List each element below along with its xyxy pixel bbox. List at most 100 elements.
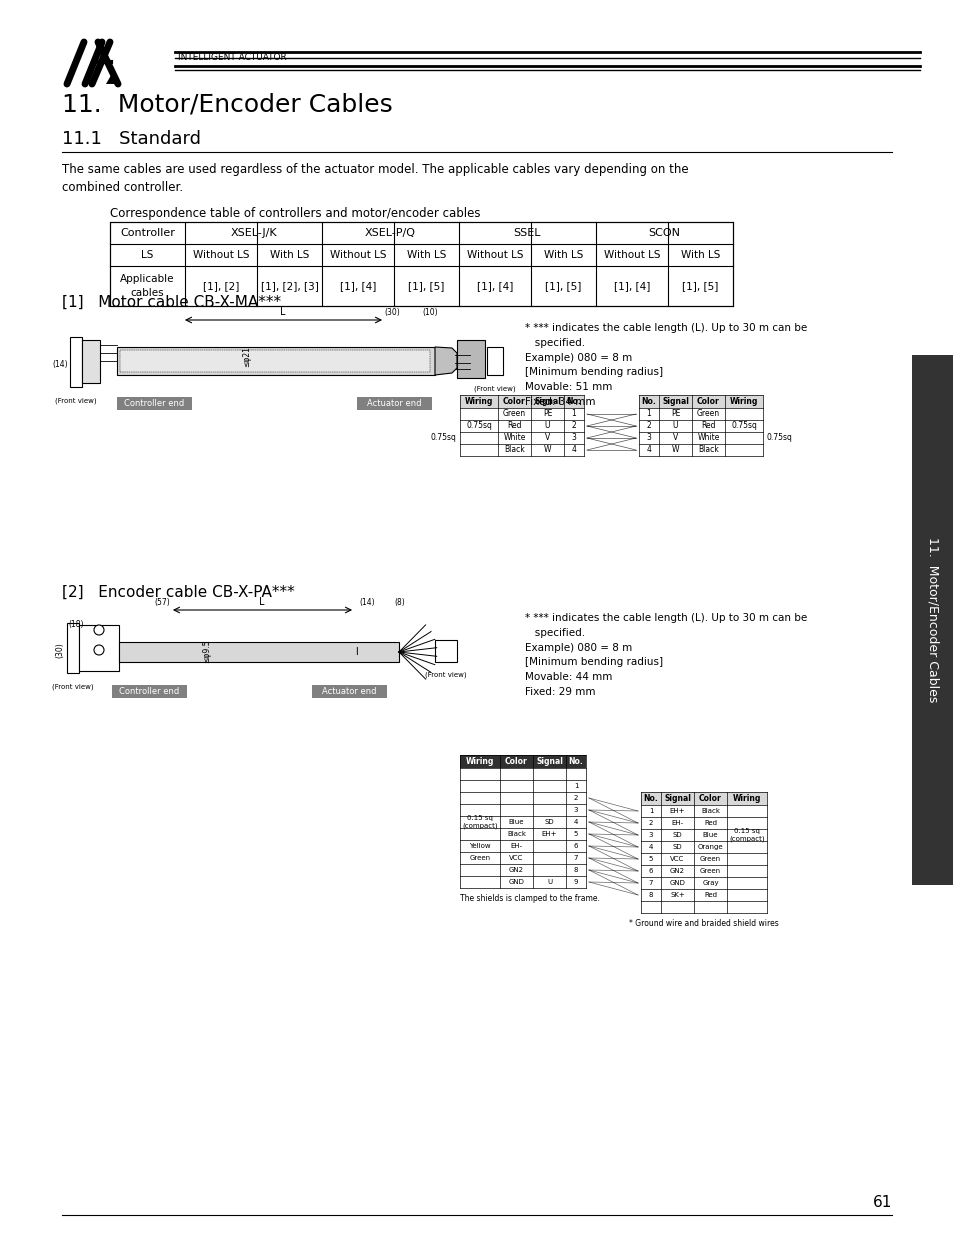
Text: 1: 1	[573, 783, 578, 789]
Text: [1], [2], [3]: [1], [2], [3]	[260, 282, 318, 291]
Circle shape	[94, 645, 104, 655]
Text: GND: GND	[508, 879, 524, 885]
Text: 0.15 sq
(compact): 0.15 sq (compact)	[461, 815, 497, 829]
Text: Green: Green	[700, 868, 720, 874]
Text: Correspondence table of controllers and motor/encoder cables: Correspondence table of controllers and …	[110, 207, 480, 220]
Bar	[70, 337, 82, 387]
Text: Blue: Blue	[508, 819, 524, 825]
Text: XSEL-J/K: XSEL-J/K	[230, 228, 276, 238]
Text: SD: SD	[672, 844, 681, 850]
Text: Without LS: Without LS	[603, 249, 659, 261]
Text: XSEL-P/Q: XSEL-P/Q	[365, 228, 416, 238]
Text: 2: 2	[648, 820, 653, 826]
Text: Black: Black	[503, 446, 524, 454]
Bar	[435, 640, 456, 662]
Bar	[356, 396, 432, 410]
Text: [1]   Motor cable CB-X-MA***: [1] Motor cable CB-X-MA***	[62, 295, 281, 310]
Text: Color: Color	[699, 794, 721, 803]
Text: (18): (18)	[69, 620, 84, 630]
Text: (Front view): (Front view)	[52, 683, 93, 689]
Text: 7: 7	[573, 855, 578, 861]
Text: PE: PE	[670, 410, 679, 419]
Text: [1], [4]: [1], [4]	[339, 282, 375, 291]
Text: Wiring: Wiring	[729, 396, 758, 406]
Text: V: V	[544, 433, 550, 442]
Text: 0.75sq: 0.75sq	[466, 421, 492, 431]
Text: 61: 61	[872, 1195, 891, 1210]
Bar	[911, 354, 953, 885]
Bar	[312, 685, 387, 698]
Text: Without LS: Without LS	[193, 249, 249, 261]
Text: 8: 8	[648, 892, 653, 898]
Text: 4: 4	[648, 844, 653, 850]
Text: Red: Red	[700, 421, 715, 431]
Text: Green: Green	[700, 856, 720, 862]
Bar	[486, 347, 502, 375]
Text: 4: 4	[573, 819, 578, 825]
Text: SCON: SCON	[648, 228, 679, 238]
Text: PE: PE	[542, 410, 552, 419]
Text: V: V	[672, 433, 678, 442]
Text: (57): (57)	[154, 598, 170, 606]
Polygon shape	[106, 70, 118, 84]
Text: 3: 3	[573, 806, 578, 813]
Text: W: W	[671, 446, 679, 454]
Text: 1: 1	[648, 808, 653, 814]
Text: [1], [5]: [1], [5]	[545, 282, 581, 291]
Text: 3: 3	[648, 832, 653, 839]
Text: [1], [4]: [1], [4]	[476, 282, 513, 291]
Text: l: l	[355, 647, 358, 657]
Text: SK+: SK+	[669, 892, 684, 898]
Text: * *** indicates the cable length (L). Up to 30 m can be
   specified.
Example) 0: * *** indicates the cable length (L). Up…	[524, 613, 806, 697]
Text: Green: Green	[697, 410, 720, 419]
Text: Signal: Signal	[536, 757, 562, 766]
Polygon shape	[435, 347, 456, 375]
Bar	[67, 622, 79, 673]
Text: With LS: With LS	[406, 249, 446, 261]
Text: GN2: GN2	[509, 867, 523, 873]
Text: SD: SD	[544, 819, 554, 825]
Bar	[456, 340, 484, 378]
Text: Actuator end: Actuator end	[366, 399, 421, 409]
Text: 0.15 sq
(compact): 0.15 sq (compact)	[728, 829, 764, 842]
Text: (Front view): (Front view)	[474, 385, 516, 391]
Text: L: L	[259, 597, 265, 606]
Text: Wiring: Wiring	[732, 794, 760, 803]
Text: 4: 4	[571, 446, 576, 454]
Text: SSEL: SSEL	[514, 228, 540, 238]
Text: 6: 6	[573, 844, 578, 848]
Text: White: White	[503, 433, 525, 442]
Text: (30): (30)	[384, 308, 399, 317]
Text: Green: Green	[502, 410, 525, 419]
Text: SD: SD	[672, 832, 681, 839]
Text: 0.75sq: 0.75sq	[730, 421, 756, 431]
Text: Wiring: Wiring	[465, 757, 494, 766]
Text: With LS: With LS	[680, 249, 720, 261]
Text: Color: Color	[697, 396, 720, 406]
Text: 2: 2	[571, 421, 576, 431]
Text: Applicable
cables: Applicable cables	[120, 274, 174, 298]
Text: 4: 4	[646, 446, 651, 454]
Circle shape	[94, 625, 104, 635]
Bar	[119, 642, 398, 662]
Bar	[79, 625, 119, 671]
Text: 9: 9	[573, 879, 578, 885]
Text: 1: 1	[646, 410, 651, 419]
Text: White: White	[697, 433, 719, 442]
Text: VCC: VCC	[509, 855, 523, 861]
Text: The same cables are used regardless of the actuator model. The applicable cables: The same cables are used regardless of t…	[62, 163, 688, 194]
Text: 1: 1	[571, 410, 576, 419]
Text: U: U	[546, 879, 552, 885]
Text: Signal: Signal	[534, 396, 560, 406]
Text: (8): (8)	[395, 598, 405, 606]
Text: LS: LS	[141, 249, 153, 261]
Text: Signal: Signal	[661, 396, 688, 406]
Text: 0.75sq: 0.75sq	[430, 433, 456, 442]
Text: W: W	[543, 446, 551, 454]
Text: Actuator end: Actuator end	[321, 688, 375, 697]
Text: L: L	[280, 308, 286, 317]
Text: With LS: With LS	[543, 249, 582, 261]
Text: No.: No.	[566, 396, 580, 406]
Text: 3: 3	[646, 433, 651, 442]
Text: Red: Red	[703, 820, 717, 826]
